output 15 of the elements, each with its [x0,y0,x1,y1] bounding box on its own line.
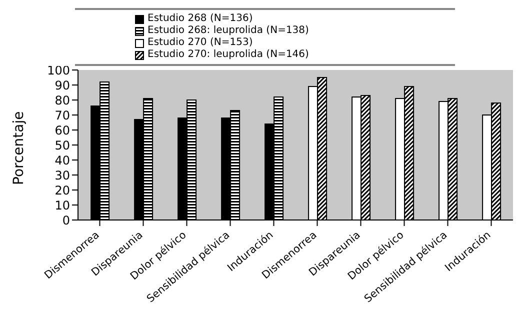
y-tick-label: 60 [54,123,70,138]
legend-label: Estudio 270 (N=153) [148,37,253,49]
y-tick-label: 20 [54,183,70,198]
legend-label: Estudio 270: leuprolida (N=146) [148,49,309,61]
legend-label: Estudio 268 (N=136) [148,13,253,25]
y-axis-title: Porcentaje [10,111,27,185]
y-tick-label: 40 [54,153,70,168]
y-tick-label: 70 [54,108,70,122]
y-tick-label: 30 [54,168,70,182]
y-tick-label: 90 [54,78,70,92]
y-tick-label: 80 [54,93,70,108]
y-tick-label: 50 [54,138,70,152]
y-tick-label: 10 [54,198,70,212]
legend-label: Estudio 268: leuprolida (N=138) [148,25,309,37]
y-tick-label: 0 [62,213,70,228]
